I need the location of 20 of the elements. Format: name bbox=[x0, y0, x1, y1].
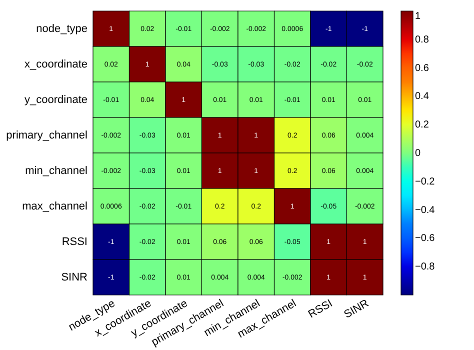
y-tick-label: primary_channel bbox=[6, 129, 88, 142]
x-tick-label: RSSI bbox=[306, 298, 335, 321]
color-bar-label: 0.8 bbox=[415, 34, 430, 46]
color-bar-label: 0 bbox=[415, 148, 421, 159]
y-tick-label: y_coordinate bbox=[24, 94, 88, 106]
y-tick-label: min_channel bbox=[25, 164, 88, 177]
color-bar-label: −0.6 bbox=[415, 233, 436, 244]
color-bar-label: 0.4 bbox=[415, 91, 430, 102]
color-bar-label: −0.4 bbox=[415, 204, 436, 216]
y-tick-label: node_type bbox=[36, 22, 88, 35]
color-bar-label: 1 bbox=[415, 11, 421, 22]
color-bar-label: −0.2 bbox=[415, 176, 436, 188]
color-bar-label: −0.8 bbox=[415, 262, 436, 273]
y-tick-label: SINR bbox=[61, 271, 88, 284]
x-tick-label: SINR bbox=[342, 297, 371, 322]
y-tick-label: max_channel bbox=[22, 200, 88, 212]
color-bar-label: 0.2 bbox=[415, 120, 430, 131]
y-tick-label: x_coordinate bbox=[24, 58, 88, 70]
color-bar-label: 0.6 bbox=[415, 62, 430, 74]
y-tick-label: RSSI bbox=[62, 236, 88, 248]
